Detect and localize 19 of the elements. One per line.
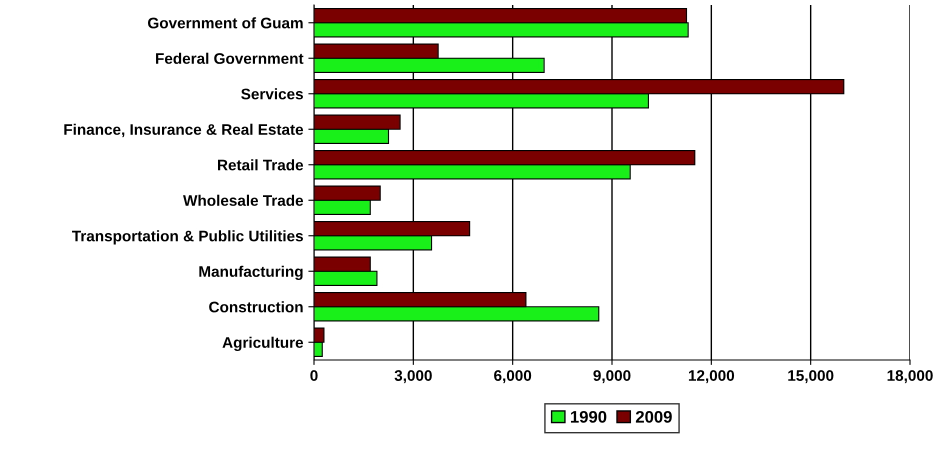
y-tick-label: Wholesale Trade <box>183 194 304 206</box>
x-tick-label: 9,000 <box>593 370 630 384</box>
legend-label: 1990 <box>570 410 606 423</box>
y-tick-label: Transportation & Public Utilities <box>72 230 303 244</box>
y-tick-label: Services <box>241 88 303 100</box>
y-tick-label: Finance, Insurance & Real Estate <box>64 124 304 138</box>
y-tick-label: Government of Guam <box>148 17 303 28</box>
legend-label: 2009 <box>636 410 672 423</box>
x-tick-label: 15,000 <box>788 370 834 384</box>
y-tick-label: Construction <box>209 301 303 312</box>
y-tick-label: Manufacturing <box>199 266 303 280</box>
x-tick-label: 3,000 <box>394 370 432 384</box>
x-tick-label: 12,000 <box>688 370 734 384</box>
x-tick-label: 18,000 <box>888 370 933 384</box>
x-tick-label: 6,000 <box>494 370 532 384</box>
x-tick-label: 0 <box>310 370 318 381</box>
y-tick-label: Federal Government <box>156 52 304 64</box>
y-tick-label: Retail Trade <box>218 159 304 170</box>
y-tick-label: Agriculture <box>222 336 304 352</box>
